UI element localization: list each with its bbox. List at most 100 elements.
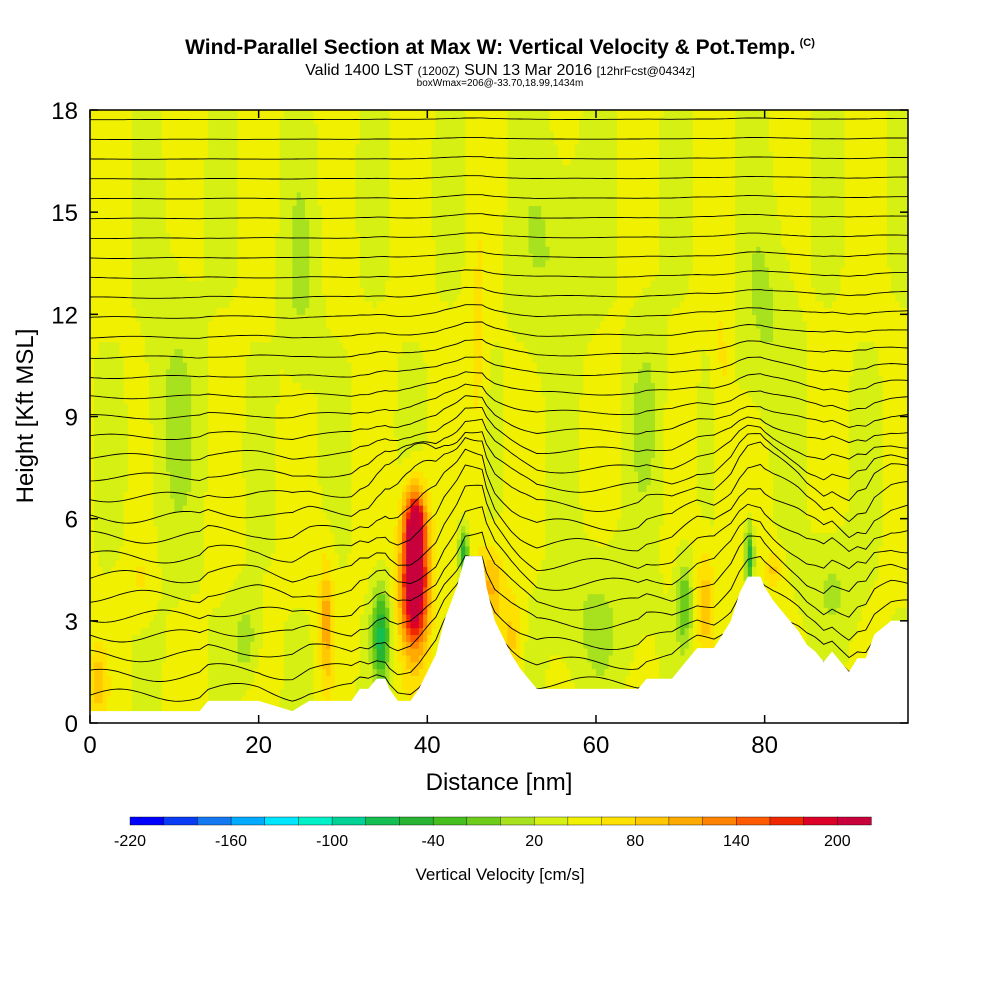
velocity-cell: [123, 144, 129, 152]
velocity-cell: [212, 498, 218, 506]
velocity-cell: [258, 205, 264, 213]
velocity-cell: [283, 382, 289, 390]
velocity-cell: [132, 184, 137, 193]
velocity-cell: [317, 641, 323, 649]
velocity-cell: [149, 402, 154, 411]
velocity-cell: [279, 579, 285, 588]
velocity-cell: [186, 232, 192, 241]
velocity-cell: [233, 191, 239, 200]
velocity-cell: [229, 355, 234, 363]
velocity-cell: [165, 300, 171, 309]
velocity-cell: [288, 491, 293, 499]
velocity-cell: [224, 218, 230, 227]
velocity-cell: [262, 116, 268, 125]
velocity-cell: [157, 150, 163, 159]
velocity-cell: [233, 545, 239, 554]
velocity-cell: [144, 620, 150, 629]
velocity-cell: [262, 634, 268, 642]
velocity-cell: [115, 566, 121, 574]
velocity-cell: [149, 614, 154, 622]
velocity-cell: [195, 246, 201, 254]
velocity-cell: [271, 341, 277, 349]
velocity-cell: [212, 593, 218, 601]
velocity-cell: [153, 246, 159, 254]
velocity-cell: [90, 593, 95, 601]
velocity-cell: [98, 116, 104, 125]
velocity-cell: [106, 259, 112, 268]
velocity-cell: [98, 225, 104, 234]
velocity-cell: [144, 477, 150, 486]
velocity-cell: [241, 123, 247, 132]
velocity-cell: [292, 477, 298, 486]
velocity-cell: [191, 586, 197, 595]
velocity-cell: [90, 164, 95, 172]
velocity-cell: [300, 559, 306, 567]
velocity-cell: [191, 300, 197, 309]
velocity-cell: [300, 355, 306, 363]
velocity-cell: [309, 266, 315, 275]
velocity-cell: [271, 498, 277, 506]
velocity-cell: [102, 688, 108, 697]
velocity-cell: [191, 566, 197, 574]
velocity-cell: [165, 545, 171, 554]
velocity-cell: [153, 661, 159, 670]
velocity-cell: [106, 511, 112, 520]
velocity-cell: [157, 661, 163, 670]
velocity-cell: [102, 266, 108, 275]
velocity-cell: [136, 579, 142, 588]
velocity-cell: [90, 300, 95, 309]
velocity-cell: [195, 321, 201, 329]
velocity-cell: [283, 375, 289, 384]
velocity-cell: [174, 470, 180, 479]
velocity-cell: [136, 368, 142, 377]
velocity-cell: [292, 184, 298, 193]
velocity-cell: [106, 450, 112, 458]
velocity-cell: [106, 171, 112, 179]
velocity-cell: [182, 532, 188, 540]
velocity-cell: [313, 280, 319, 288]
velocity-cell: [115, 573, 121, 581]
velocity-cell: [237, 396, 243, 404]
velocity-cell: [313, 218, 319, 227]
velocity-cell: [288, 402, 293, 411]
velocity-cell: [186, 382, 192, 390]
velocity-cell: [174, 110, 180, 118]
velocity-cell: [224, 348, 230, 356]
velocity-cell: [132, 505, 137, 513]
velocity-cell: [258, 198, 264, 206]
velocity-cell: [106, 273, 112, 281]
velocity-cell: [237, 137, 243, 145]
velocity-cell: [216, 191, 222, 200]
velocity-cell: [106, 702, 112, 710]
velocity-cell: [94, 341, 100, 349]
velocity-cell: [149, 300, 154, 309]
velocity-cell: [237, 545, 243, 554]
velocity-cell: [279, 416, 285, 424]
velocity-cell: [292, 695, 298, 704]
velocity-cell: [186, 566, 192, 574]
velocity-cell: [258, 402, 264, 411]
velocity-cell: [127, 654, 133, 663]
velocity-cell: [305, 511, 310, 520]
velocity-cell: [313, 334, 319, 343]
velocity-cell: [220, 545, 226, 554]
velocity-cell: [170, 178, 175, 186]
velocity-cell: [233, 409, 239, 418]
velocity-cell: [136, 484, 142, 493]
velocity-cell: [262, 600, 268, 608]
velocity-cell: [149, 675, 154, 683]
velocity-cell: [292, 627, 298, 636]
velocity-cell: [170, 116, 175, 125]
velocity-cell: [203, 518, 209, 527]
velocity-cell: [157, 409, 163, 418]
velocity-cell: [246, 184, 251, 193]
velocity-cell: [292, 641, 298, 649]
velocity-cell: [233, 287, 239, 295]
velocity-cell: [170, 355, 175, 363]
velocity-cell: [305, 137, 310, 145]
velocity-cell: [229, 266, 234, 275]
velocity-cell: [300, 212, 306, 220]
velocity-cell: [305, 225, 310, 234]
velocity-cell: [111, 443, 116, 452]
velocity-cell: [186, 287, 192, 295]
